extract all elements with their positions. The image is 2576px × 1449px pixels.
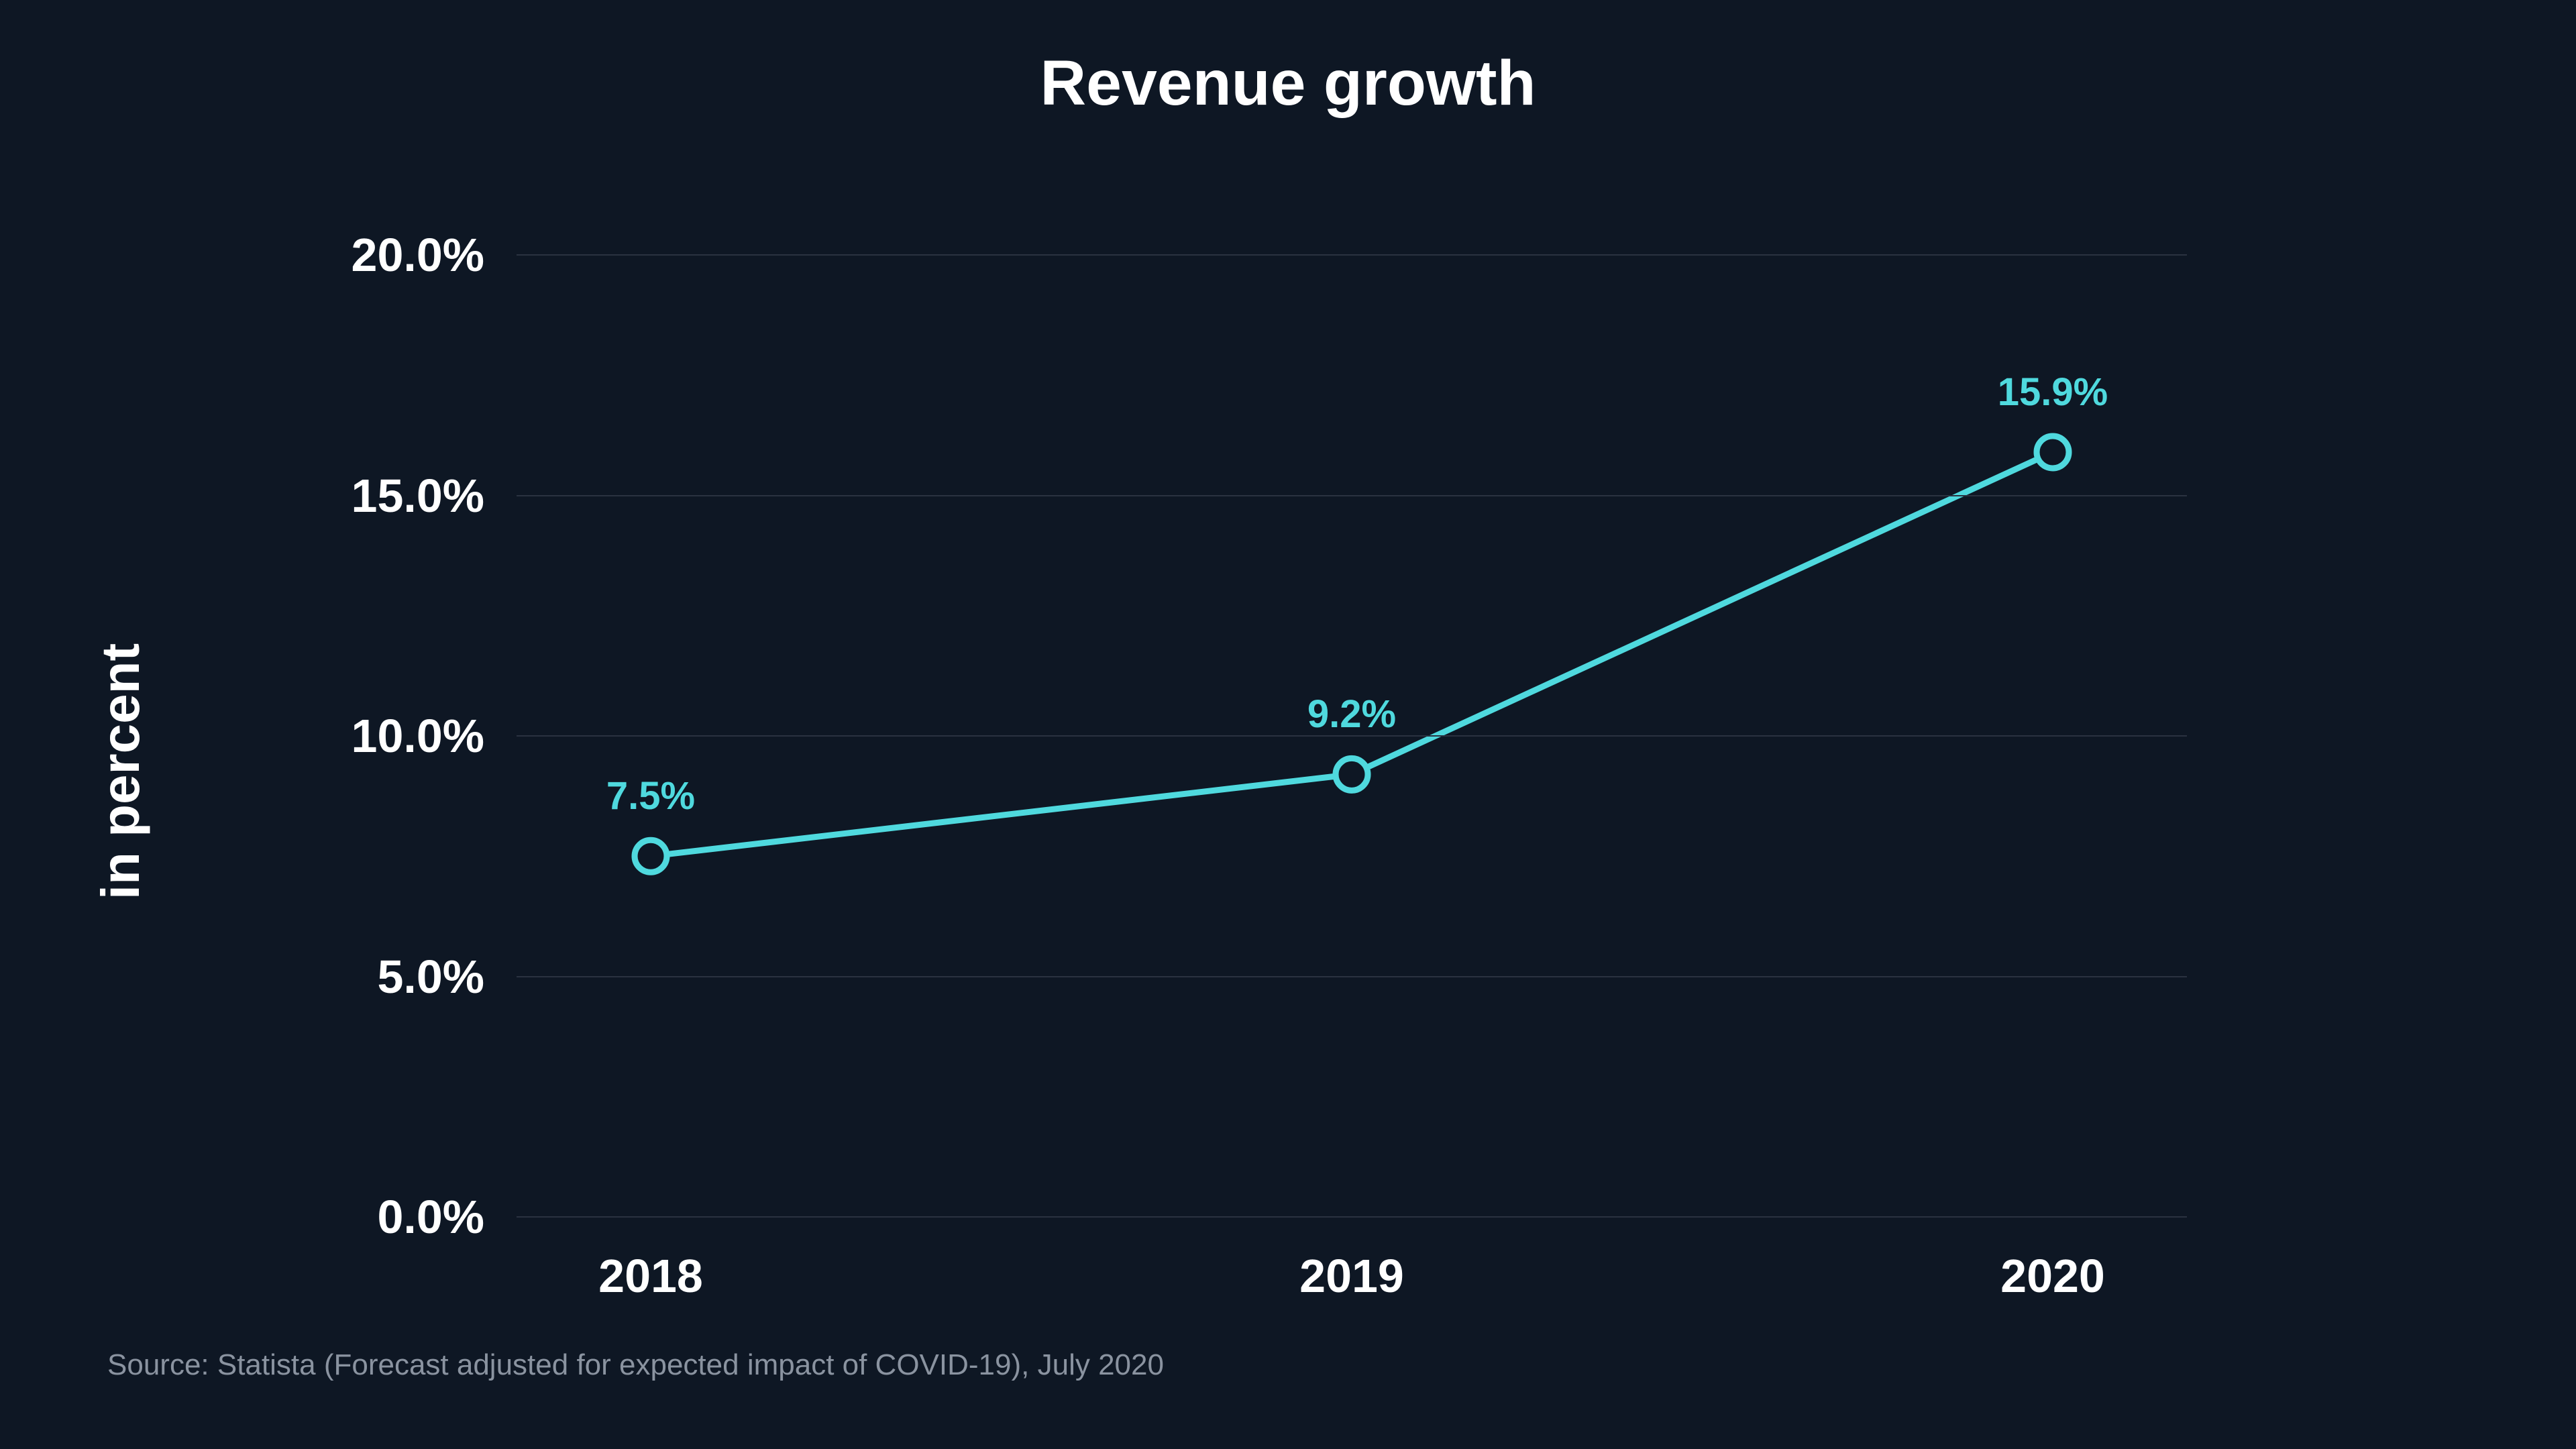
data-point-label: 15.9% — [1998, 370, 2108, 431]
x-tick-label: 2019 — [1299, 1217, 1404, 1303]
gridline — [517, 495, 2187, 496]
source-attribution: Source: Statista (Forecast adjusted for … — [107, 1348, 1164, 1382]
line-series — [651, 452, 2053, 856]
y-tick-label: 15.0% — [352, 469, 517, 523]
chart-canvas: Revenue growth in percent 0.0%5.0%10.0%1… — [0, 0, 2576, 1449]
x-tick-label: 2018 — [598, 1217, 703, 1303]
x-tick-label: 2020 — [2000, 1217, 2105, 1303]
gridline — [517, 976, 2187, 977]
data-point-label: 7.5% — [606, 773, 695, 835]
data-point-label: 9.2% — [1307, 692, 1396, 753]
y-tick-label: 20.0% — [352, 228, 517, 282]
data-marker — [1336, 758, 1368, 790]
chart-title: Revenue growth — [1040, 47, 1536, 120]
y-tick-label: 10.0% — [352, 709, 517, 763]
y-tick-label: 0.0% — [377, 1190, 517, 1244]
data-marker — [635, 840, 667, 872]
y-tick-label: 5.0% — [377, 950, 517, 1004]
y-axis-label: in percent — [90, 643, 152, 900]
plot-area: 0.0%5.0%10.0%15.0%20.0%2018201920207.5%9… — [517, 255, 2187, 1217]
data-marker — [2037, 436, 2069, 468]
gridline — [517, 254, 2187, 256]
